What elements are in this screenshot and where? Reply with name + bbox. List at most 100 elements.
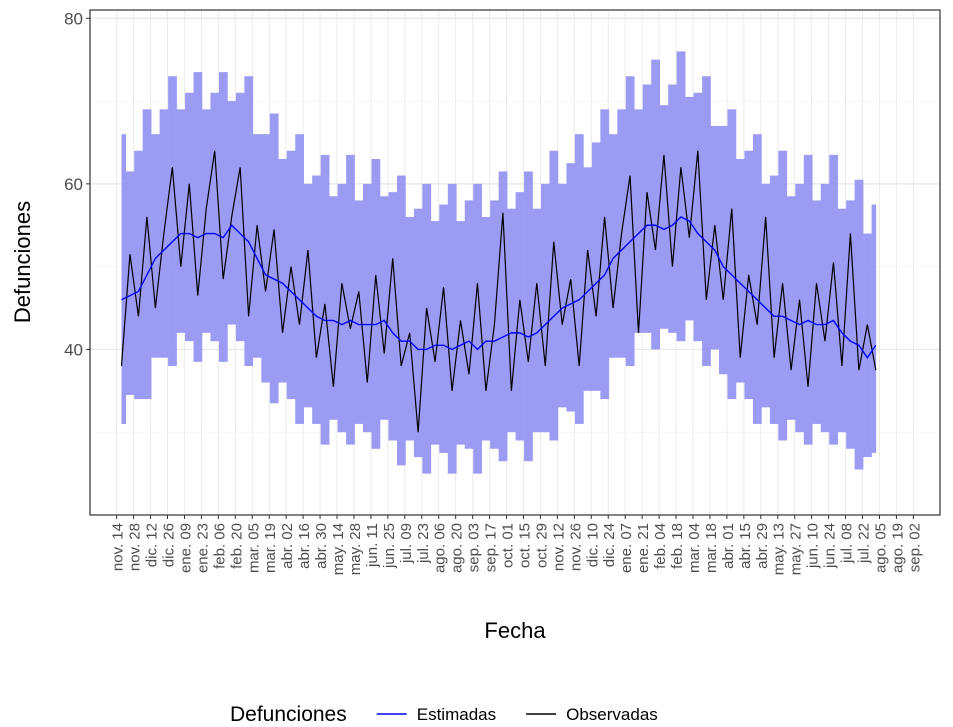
band-segment <box>235 92 245 342</box>
band-segment <box>735 159 745 383</box>
x-tick-label: nov. 12 <box>550 523 567 571</box>
x-tick-label: sep. 02 <box>906 523 923 572</box>
band-segment <box>346 154 355 445</box>
x-tick-label: oct. 01 <box>500 523 517 568</box>
x-tick-label: abr. 29 <box>754 523 771 569</box>
band-segment <box>151 134 160 358</box>
x-tick-label: mar. 19 <box>262 523 279 573</box>
band-segment <box>727 109 737 400</box>
band-segment <box>676 51 686 342</box>
band-segment <box>591 142 601 391</box>
band-segment <box>244 76 254 366</box>
band-segment <box>121 134 127 424</box>
band-segment <box>210 92 220 342</box>
y-tick-label: 80 <box>64 9 83 28</box>
x-tick-label: nov. 14 <box>110 523 127 571</box>
band-segment <box>710 125 720 350</box>
band-segment <box>566 163 576 412</box>
x-tick-label: ago. 06 <box>432 523 449 573</box>
band-segment <box>329 196 338 420</box>
band-segment <box>829 154 838 445</box>
x-tick-label: may. 28 <box>347 523 364 575</box>
band-segment <box>218 72 228 362</box>
y-tick-label: 40 <box>64 340 83 359</box>
band-segment <box>634 109 644 333</box>
marks <box>120 51 877 474</box>
x-tick-label: nov. 26 <box>567 523 584 571</box>
band-segment <box>193 72 203 362</box>
band-segment <box>363 183 372 433</box>
x-tick-label: feb. 04 <box>652 523 669 569</box>
x-tick-label: may. 27 <box>788 523 805 575</box>
x-tick-label: jul. 22 <box>856 523 873 564</box>
x-tick-label: abr. 30 <box>313 523 330 569</box>
band-segment <box>541 183 550 433</box>
band-segment <box>659 105 669 329</box>
band-segment <box>803 154 813 445</box>
x-tick-label: jun. 24 <box>822 523 839 569</box>
band-segment <box>778 150 788 441</box>
x-tick-label: jun. 11 <box>364 523 381 568</box>
x-tick-label: feb. 06 <box>211 523 228 569</box>
band-segment <box>379 196 389 420</box>
band-segment <box>515 192 525 441</box>
x-tick-label: ene. 23 <box>194 523 211 573</box>
band-segment <box>278 159 288 383</box>
x-tick-label: dic. 26 <box>160 523 177 567</box>
y-tick-label: 60 <box>64 175 83 194</box>
x-tick-label: may. 13 <box>771 523 788 575</box>
band-segment <box>863 233 872 458</box>
band-segment <box>761 183 771 408</box>
x-tick-label: jun. 10 <box>805 523 822 569</box>
x-tick-label: dic. 10 <box>584 523 601 567</box>
band-segment <box>405 216 415 441</box>
band-segment <box>812 200 822 424</box>
legend-label: Estimadas <box>417 705 496 724</box>
x-tick-label: jul. 08 <box>839 523 856 564</box>
x-tick-label: jul. 23 <box>415 523 432 564</box>
band-segment <box>549 150 559 441</box>
band-segment <box>625 76 635 366</box>
legend: Defunciones Estimadas Observadas <box>230 703 658 726</box>
band-segment <box>685 96 694 321</box>
band-segment <box>252 134 262 358</box>
x-tick-label: ago. 05 <box>872 523 889 573</box>
band-segment <box>354 200 364 424</box>
band-segment <box>854 179 864 470</box>
x-tick-label: ago. 19 <box>889 523 906 573</box>
band-segment <box>134 150 143 400</box>
legend-label: Observadas <box>566 705 658 724</box>
band-segment <box>337 183 347 433</box>
x-tick-label: ago. 20 <box>449 523 466 573</box>
band-segment <box>295 134 305 424</box>
band-segment <box>439 204 449 453</box>
band-segment <box>524 171 533 462</box>
y-axis-title: Defunciones <box>10 201 35 323</box>
band-segment <box>719 125 728 375</box>
band-segment <box>371 159 381 449</box>
legend-title: Defunciones <box>230 703 347 726</box>
band-segment <box>600 109 610 400</box>
band-segment <box>396 175 406 466</box>
x-tick-label: may. 14 <box>330 523 347 575</box>
band-segment <box>286 150 296 400</box>
x-tick-label: mar. 18 <box>703 523 720 573</box>
x-tick-label: abr. 02 <box>279 523 296 569</box>
band-segment <box>769 175 779 424</box>
x-tick-label: oct. 29 <box>533 523 550 568</box>
band-segment <box>507 208 516 433</box>
band-segment <box>430 221 440 445</box>
x-axis-title: Fecha <box>484 618 546 643</box>
band-segment <box>786 196 796 420</box>
band-segment <box>574 134 584 424</box>
band-segment <box>422 183 432 474</box>
band-segment <box>303 183 313 408</box>
band-segment <box>269 113 279 404</box>
band-segment <box>668 84 677 333</box>
x-tick-label: oct. 15 <box>516 523 533 568</box>
band-segment <box>312 175 321 424</box>
band-segment <box>702 76 711 366</box>
x-tick-label: jul. 09 <box>398 523 415 564</box>
band-segment <box>651 59 660 350</box>
